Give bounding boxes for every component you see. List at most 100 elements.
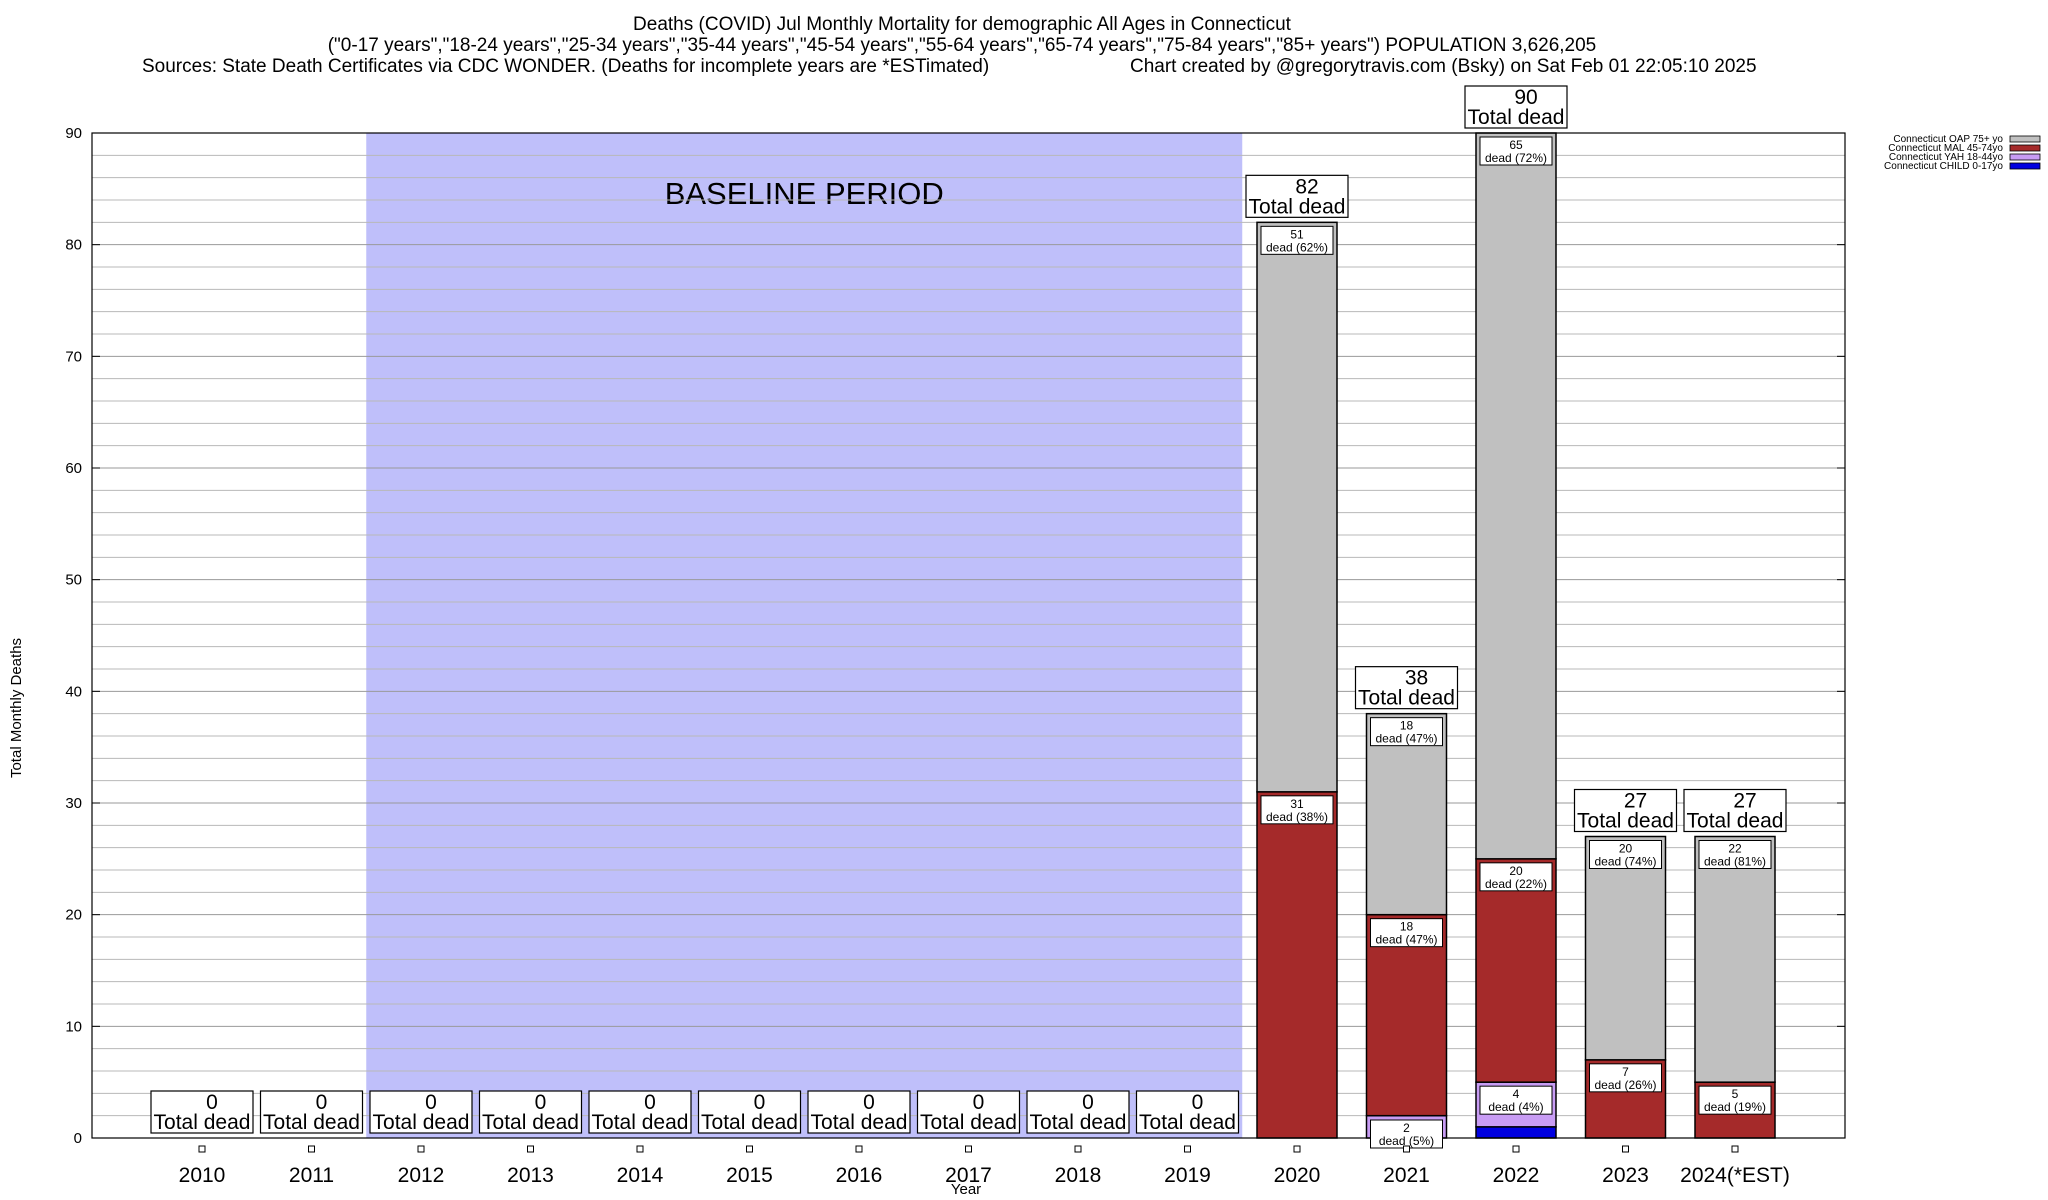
y-tick-label: 40 (65, 683, 82, 700)
total-label-box (1245, 174, 1349, 218)
segment-count: 18 (1400, 920, 1414, 934)
baseline-period-label: BASELINE PERIOD (665, 176, 944, 211)
total-suffix: Total dead (1687, 810, 1784, 833)
legend-entry: Connecticut CHILD 0-17yo (1884, 161, 2041, 172)
x-tick-label: 2022 (1493, 1164, 1540, 1187)
segment-count: 4 (1513, 1087, 1520, 1101)
total-value: 0 (1082, 1091, 1094, 1114)
total-suffix: Total dead (1030, 1111, 1127, 1134)
segment-label-box (1479, 862, 1553, 892)
segment-count: 65 (1509, 138, 1523, 152)
total-value: 27 (1733, 790, 1756, 813)
total-value: 0 (535, 1091, 547, 1114)
x-tick-label: 2010 (179, 1164, 226, 1187)
segment-count: 7 (1622, 1065, 1629, 1079)
segment-percent: dead (81%) (1704, 855, 1766, 869)
segment-count: 2 (1403, 1121, 1410, 1135)
x-marker (855, 1145, 863, 1153)
segment-label-box (1479, 1085, 1553, 1115)
total-suffix: Total dead (1249, 195, 1346, 218)
legend-label: Connecticut OAP 75+ yo (1893, 134, 2003, 145)
legend-label: Connecticut MAL 45-74yo (1888, 143, 2003, 154)
total-value: 0 (863, 1091, 875, 1114)
legend-entry: Connecticut MAL 45-74yo (1888, 143, 2041, 154)
bar-segment (1475, 1126, 1557, 1139)
total-suffix: Total dead (701, 1111, 798, 1134)
x-marker (1184, 1145, 1191, 1153)
segment-label-box (1370, 918, 1443, 948)
x-tick-label: 2011 (289, 1164, 334, 1187)
total-label-box (1464, 85, 1568, 129)
segment-percent: dead (38%) (1266, 810, 1328, 824)
x-marker (1074, 1145, 1082, 1153)
total-label-box (1683, 788, 1787, 833)
total-suffix: Total dead (592, 1111, 689, 1134)
segment-label-box (1370, 717, 1443, 747)
total-value: 90 (1514, 86, 1537, 109)
x-tick-label: 2013 (507, 1164, 554, 1187)
x-marker (1512, 1145, 1520, 1153)
total-suffix: Total dead (1468, 106, 1565, 129)
segment-count: 5 (1732, 1087, 1739, 1101)
total-value: 27 (1624, 790, 1647, 813)
segment-percent: dead (74%) (1594, 855, 1656, 869)
total-label-box (916, 1090, 1021, 1134)
y-tick-label: 90 (65, 125, 82, 142)
total-value: 38 (1405, 667, 1428, 690)
total-suffix: Total dead (154, 1111, 251, 1134)
y-tick-label: 30 (65, 795, 82, 812)
x-marker (965, 1145, 972, 1153)
segment-label-box (1589, 840, 1662, 869)
segment-percent: dead (5%) (1379, 1134, 1434, 1148)
legend-swatch (2009, 135, 2041, 143)
x-marker (198, 1145, 206, 1153)
total-label-box (1135, 1090, 1240, 1134)
bar-segment (1365, 712, 1448, 916)
segment-percent: dead (47%) (1375, 732, 1437, 746)
bar-segment (1584, 835, 1667, 1061)
segment-count: 18 (1400, 719, 1414, 733)
total-value: 0 (1192, 1091, 1204, 1114)
total-value: 82 (1295, 175, 1318, 198)
total-label-box (588, 1090, 692, 1134)
total-suffix: Total dead (482, 1111, 579, 1134)
x-tick-label: 2017 (945, 1164, 992, 1187)
x-marker (527, 1145, 534, 1153)
segment-label-box (1260, 795, 1334, 825)
segment-count: 22 (1728, 842, 1742, 856)
legend-swatch (2009, 153, 2041, 161)
y-tick-label: 80 (65, 237, 82, 254)
segment-percent: dead (22%) (1485, 877, 1547, 891)
x-tick-label: 2016 (836, 1164, 883, 1187)
chart-sources: Sources: State Death Certificates via CD… (142, 56, 989, 77)
y-tick-label: 70 (65, 348, 82, 365)
segment-label-box (1589, 1063, 1662, 1093)
total-label-box (1573, 788, 1678, 833)
legend-entry: Connecticut YAH 18-44yo (1889, 152, 2041, 163)
x-tick-label: 2021 (1383, 1164, 1430, 1187)
total-label-box (150, 1090, 254, 1134)
segment-count: 51 (1290, 227, 1304, 241)
total-suffix: Total dead (1139, 1111, 1236, 1134)
y-axis-label: Total Monthly Deaths (8, 638, 25, 778)
segment-label-box (1370, 1119, 1443, 1149)
segment-count: 31 (1290, 797, 1304, 811)
bar-segment (1475, 858, 1557, 1083)
total-value: 0 (973, 1091, 985, 1114)
